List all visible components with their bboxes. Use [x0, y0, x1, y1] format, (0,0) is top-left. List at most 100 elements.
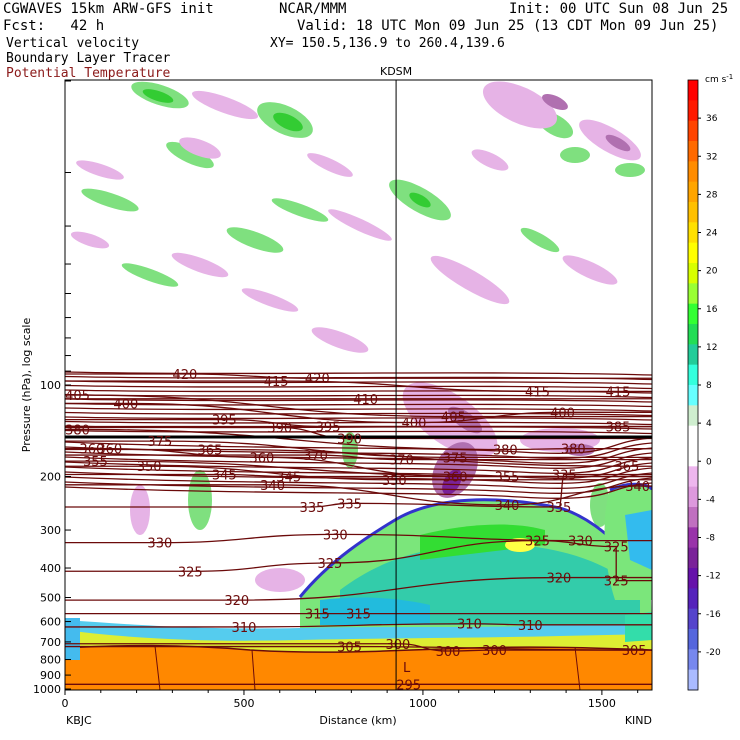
theta-label: 365	[615, 460, 640, 475]
theta-label: 300	[436, 645, 461, 660]
theta-label: 350	[137, 460, 162, 475]
xy-endpoints: XY= 150.5,136.9 to 260.4,139.6	[270, 36, 505, 51]
colorbar-swatch	[688, 629, 698, 650]
theta-label: 345	[212, 469, 237, 484]
theta-label: 310	[457, 618, 482, 633]
forecast-hour: Fcst: 42 h	[3, 18, 105, 34]
colorbar-swatch	[688, 161, 698, 183]
colorbar-swatch	[688, 446, 698, 467]
y-tick-label: 400	[40, 562, 61, 575]
low-pressure-label: L	[403, 661, 411, 676]
valid-time: Valid: 18 UTC Mon 09 Jun 25 (13 CDT Mon …	[297, 18, 719, 34]
colorbar-swatch	[688, 405, 698, 427]
colorbar-swatch	[688, 120, 698, 142]
model-title: CGWAVES 15km ARW-GFS init	[3, 1, 214, 17]
colorbar-tick-label: 12	[706, 343, 717, 353]
colorbar-tick-label: 36	[706, 114, 718, 124]
colorbar: 36 32 28 24 20 16 12 8 4 0 -4 -8 -12 -16 -20	[687, 79, 721, 691]
theta-label: 380	[65, 423, 90, 438]
theta-contour-320	[65, 576, 652, 601]
theta-contour	[65, 442, 652, 459]
colorbar-units: cm s-1	[705, 73, 733, 85]
colorbar-swatch	[688, 486, 698, 508]
theta-contour	[65, 447, 652, 464]
theta-label: 375	[147, 435, 172, 450]
colorbar-swatch	[688, 568, 698, 589]
theta-contour	[65, 411, 652, 417]
y-tick-label: 900	[40, 669, 61, 682]
theta-contour-305	[65, 645, 652, 651]
x-tick-label: 1000	[409, 697, 437, 710]
colorbar-swatch	[688, 547, 698, 569]
theta-contour	[65, 425, 652, 430]
theta-label: 360	[443, 471, 468, 486]
theta-contour-395	[65, 418, 652, 428]
theta-label: 320	[547, 572, 572, 587]
theta-label: 390	[267, 422, 292, 437]
y-tick-label: 300	[40, 524, 61, 537]
theta-label: 410	[353, 393, 378, 408]
theta-label: 415	[606, 385, 631, 400]
theta-label: 375	[443, 451, 468, 466]
theta-label: 315	[305, 608, 330, 623]
y-tick-label: 800	[40, 654, 61, 667]
colorbar-tick-label: 16	[706, 305, 718, 315]
colorbar-swatch	[688, 181, 698, 203]
theta-label: 330	[568, 535, 593, 550]
field-vertical-velocity: Vertical velocity	[6, 36, 140, 51]
colorbar-tick-label: -8	[706, 534, 715, 544]
theta-label: 405	[65, 389, 90, 404]
theta-label: 325	[317, 557, 342, 572]
colorbar-swatch	[688, 222, 698, 244]
theta-contour	[65, 482, 652, 499]
colorbar-swatch	[688, 364, 698, 386]
theta-label: 355	[83, 455, 108, 470]
theta-label: 360	[79, 443, 104, 458]
theta-contour	[65, 371, 652, 376]
y-tick-label: 200	[40, 471, 61, 484]
theta-label: 315	[346, 608, 371, 623]
colorbar-tick-label: -16	[706, 610, 721, 620]
field-potential-temperature: Potential Temperature	[6, 66, 171, 81]
colorbar-swatch	[688, 466, 698, 488]
colorbar-swatch	[688, 507, 698, 528]
theta-contour-380	[65, 428, 652, 451]
colorbar-swatch	[688, 202, 698, 223]
theta-contour	[65, 380, 652, 385]
theta-contour-330	[65, 533, 652, 544]
theta-label: 335	[300, 501, 325, 516]
colorbar-swatch	[688, 242, 698, 264]
theta-label: 415	[264, 375, 289, 390]
theta-contour	[65, 393, 652, 399]
theta-label: 335	[552, 469, 577, 484]
colorbar-swatch	[688, 425, 698, 447]
colorbar-swatch	[688, 344, 698, 366]
theta-label: 305	[622, 644, 647, 659]
colorbar-swatch	[688, 283, 698, 305]
x-axis-label: Distance (km)	[319, 714, 396, 727]
theta-label: 385	[606, 421, 631, 436]
theta-label: 345	[276, 471, 301, 486]
colorbar-swatch	[688, 527, 698, 549]
colorbar-tick-label: -4	[706, 495, 715, 505]
theta-label: 420	[305, 372, 330, 387]
field-boundary-layer-tracer: Boundary Layer Tracer	[6, 51, 171, 66]
colorbar-tick-label: 20	[706, 267, 718, 277]
theta-contour	[65, 457, 652, 474]
colorbar-swatch	[688, 100, 698, 122]
theta-label: 400	[550, 406, 575, 421]
theta-label: 305	[337, 641, 362, 656]
colorbar-swatch	[688, 263, 698, 284]
init-time: Init: 00 UTC Sun 08 Jun 25	[509, 1, 729, 17]
theta-contour	[65, 452, 652, 469]
theta-contour	[65, 420, 652, 426]
theta-label: 390	[337, 433, 362, 448]
x-tick-label: 500	[233, 697, 254, 710]
theta-contour	[65, 389, 652, 394]
theta-label: 395	[316, 421, 341, 436]
y-axis-label: Pressure (hPa), log scale	[20, 318, 33, 453]
theta-label: 400	[402, 417, 427, 432]
theta-contour	[65, 477, 652, 494]
